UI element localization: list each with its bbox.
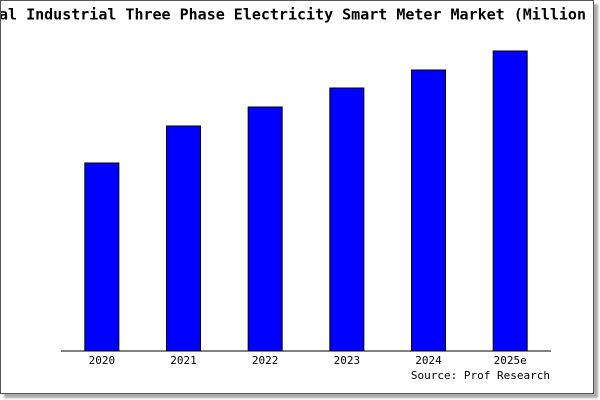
chart-frame: Global Industrial Three Phase Electricit… [0,0,594,394]
bar [247,106,283,352]
x-tick-label: 2022 [252,354,279,367]
x-tick-label: 2024 [415,354,442,367]
x-tick-label: 2025e [494,354,527,367]
bar [492,50,528,352]
chart-title: Global Industrial Three Phase Electricit… [1,6,593,24]
x-tick-label: 2023 [334,354,361,367]
x-tick-label: 2020 [89,354,116,367]
chart: Global Industrial Three Phase Electricit… [1,6,593,383]
bar [411,69,446,352]
bar [166,125,201,352]
source-note: Source: Prof Research [411,369,550,382]
x-tick-label: 2021 [170,354,197,367]
bar [84,162,120,352]
bar [329,87,365,352]
